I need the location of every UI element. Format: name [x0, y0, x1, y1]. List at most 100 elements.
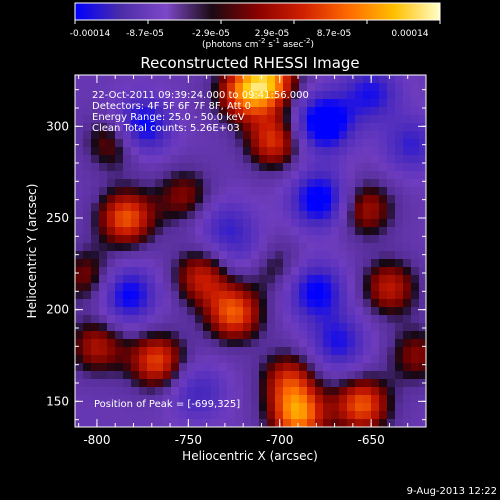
heatmap-cell [315, 155, 324, 164]
heatmap-cell [411, 171, 420, 180]
heatmap-cell [251, 211, 260, 220]
heatmap-cell [171, 211, 180, 220]
heatmap-cell [83, 195, 92, 204]
heatmap-cell [363, 371, 372, 380]
heatmap-cell [91, 419, 100, 427]
heatmap-cell [123, 307, 132, 316]
heatmap-cell [83, 139, 92, 148]
heatmap-cell [91, 339, 100, 348]
heatmap-cell [235, 315, 244, 324]
heatmap-cell [299, 171, 308, 180]
heatmap-cell [243, 339, 252, 348]
heatmap-cell [395, 235, 404, 244]
heatmap-cell [75, 299, 84, 308]
heatmap-cell [91, 83, 100, 92]
heatmap-cell [203, 355, 212, 364]
heatmap-cell [363, 155, 372, 164]
heatmap-cell [339, 195, 348, 204]
heatmap-cell [411, 259, 420, 268]
heatmap-cell [171, 115, 180, 124]
heatmap-cell [115, 347, 124, 356]
heatmap-cell [283, 219, 292, 228]
heatmap-cell [211, 419, 220, 427]
heatmap-cell [355, 307, 364, 316]
heatmap-cell [219, 283, 228, 292]
heatmap-cell [403, 235, 412, 244]
heatmap-cell [347, 315, 356, 324]
heatmap-cell [171, 347, 180, 356]
heatmap-cell [339, 219, 348, 228]
heatmap-cell [187, 323, 196, 332]
heatmap-cell [347, 355, 356, 364]
heatmap-cell [307, 163, 316, 172]
y-tick-label: 250 [46, 211, 69, 225]
heatmap-cell [83, 163, 92, 172]
heatmap-cell [331, 355, 340, 364]
heatmap-cell [147, 211, 156, 220]
heatmap-cell [235, 411, 244, 420]
heatmap-cell [291, 331, 300, 340]
heatmap-cell [187, 155, 196, 164]
heatmap-cell [75, 387, 84, 396]
heatmap-cell [275, 411, 284, 420]
heatmap-cell [387, 323, 396, 332]
heatmap-cell [283, 235, 292, 244]
heatmap-cell [395, 307, 404, 316]
heatmap-cell [147, 147, 156, 156]
heatmap-cell [283, 299, 292, 308]
heatmap-cell [267, 123, 276, 132]
heatmap-cell [227, 363, 236, 372]
heatmap-cell [187, 147, 196, 156]
heatmap-cell [147, 179, 156, 188]
heatmap-cell [355, 323, 364, 332]
heatmap-cell [219, 363, 228, 372]
colorbar-tick-label: -2.9e-05 [192, 29, 230, 39]
heatmap-cell [315, 339, 324, 348]
heatmap-cell [227, 411, 236, 420]
heatmap-cell [139, 379, 148, 388]
heatmap-cell [331, 99, 340, 108]
heatmap-cell [387, 147, 396, 156]
heatmap-cell [195, 219, 204, 228]
heatmap-cell [307, 115, 316, 124]
heatmap-cell [179, 323, 188, 332]
heatmap-cell [299, 147, 308, 156]
heatmap-cell [347, 387, 356, 396]
heatmap-cell [131, 115, 140, 124]
x-tick-label: -700 [266, 433, 293, 447]
heatmap-cell [91, 267, 100, 276]
heatmap-cell [307, 307, 316, 316]
heatmap-cell [291, 315, 300, 324]
heatmap-cell [395, 187, 404, 196]
heatmap-cell [347, 235, 356, 244]
heatmap-cell [259, 227, 268, 236]
heatmap-cell [259, 211, 268, 220]
heatmap-cell [363, 315, 372, 324]
heatmap-cell [251, 83, 260, 92]
heatmap-cell [259, 371, 268, 380]
heatmap-cell [283, 187, 292, 196]
heatmap-cell [267, 75, 276, 84]
heatmap-cell [259, 163, 268, 172]
heatmap-cell [243, 403, 252, 412]
heatmap-cell [115, 99, 124, 108]
heatmap-cell [155, 323, 164, 332]
heatmap-cell [339, 387, 348, 396]
heatmap-cell [347, 363, 356, 372]
heatmap-cell [219, 123, 228, 132]
heatmap-cell [139, 307, 148, 316]
heatmap-cell [187, 235, 196, 244]
heatmap-cell [379, 371, 388, 380]
heatmap-cell [275, 219, 284, 228]
heatmap-cell [171, 283, 180, 292]
y-tick-label: 200 [46, 303, 69, 317]
heatmap-cell [179, 163, 188, 172]
heatmap-cell [251, 291, 260, 300]
heatmap-cell [419, 179, 426, 188]
heatmap-cell [131, 203, 140, 212]
heatmap-cell [331, 387, 340, 396]
heatmap-cell [99, 419, 108, 427]
heatmap-cell [347, 75, 356, 84]
heatmap-cell [363, 331, 372, 340]
heatmap-cell [387, 99, 396, 108]
